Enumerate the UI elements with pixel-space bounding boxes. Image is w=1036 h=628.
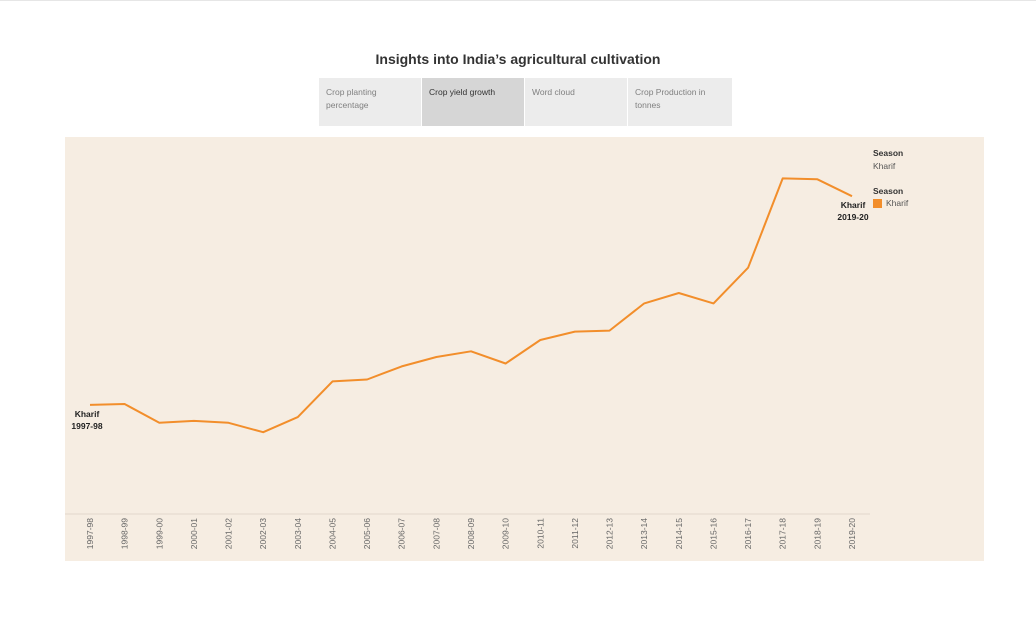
data-point[interactable] (433, 354, 439, 360)
annotation-sublabel: 2019-20 (837, 212, 868, 222)
data-point[interactable] (710, 300, 716, 306)
tab-crop-production[interactable]: Crop Production in tonnes (628, 78, 732, 126)
x-tick-label: 2019-20 (847, 518, 857, 549)
x-tick-label: 2013-14 (639, 518, 649, 549)
x-tick-label: 2006-07 (397, 518, 407, 549)
x-tick-label: 1998-99 (120, 518, 130, 549)
season-filter-title: Season (873, 148, 904, 158)
season-filter-value[interactable]: Kharif (873, 161, 896, 171)
story-tab-bar: Crop planting percentage Crop yield grow… (319, 78, 732, 126)
data-point[interactable] (156, 420, 162, 426)
x-tick-label: 2015-16 (708, 518, 718, 549)
x-tick-label: 2002-03 (258, 518, 268, 549)
x-tick-label: 2010-11 (535, 518, 545, 549)
annotation-sublabel: 1997-98 (71, 421, 102, 431)
data-point[interactable] (260, 429, 266, 435)
data-point[interactable] (295, 414, 301, 420)
tab-crop-planting-percentage[interactable]: Crop planting percentage (319, 78, 422, 126)
data-point[interactable] (572, 329, 578, 335)
x-tick-label: 2012-13 (605, 518, 615, 549)
chart-area (65, 137, 984, 561)
data-point[interactable] (468, 348, 474, 354)
x-tick-label: 2007-08 (431, 518, 441, 549)
x-tick-label: 2018-19 (812, 518, 822, 549)
legend-title: Season (873, 186, 904, 196)
data-point[interactable] (849, 193, 855, 199)
x-tick-label: 2011-12 (570, 518, 580, 549)
x-tick-label: 2008-09 (466, 518, 476, 549)
season-filter[interactable]: Season Kharif (873, 148, 903, 171)
x-tick-label: 2005-06 (362, 518, 372, 549)
x-tick-label: 2017-18 (778, 518, 788, 549)
x-tick-label: 1997-98 (85, 518, 95, 549)
data-point[interactable] (780, 175, 786, 181)
annotation-label: Kharif (841, 200, 866, 210)
data-point[interactable] (814, 176, 820, 182)
x-tick-label: 2004-05 (327, 518, 337, 549)
data-point[interactable] (87, 402, 93, 408)
x-tick-label: 2016-17 (743, 518, 753, 549)
x-tick-label: 2009-10 (501, 518, 511, 549)
x-tick-label: 2014-15 (674, 518, 684, 549)
data-point[interactable] (607, 328, 613, 334)
data-point[interactable] (503, 361, 509, 367)
data-point[interactable] (364, 377, 370, 383)
legend-item-label: Kharif (886, 198, 909, 208)
data-point[interactable] (191, 418, 197, 424)
x-tick-label: 1999-00 (154, 518, 164, 549)
legend-swatch (873, 198, 882, 208)
x-tick-label: 2001-02 (224, 518, 234, 549)
data-point[interactable] (641, 300, 647, 306)
series-line-kharif[interactable] (89, 177, 853, 434)
annotation-label: Kharif (75, 409, 100, 419)
tab-crop-yield-growth[interactable]: Crop yield growth (422, 78, 525, 126)
data-point[interactable] (329, 378, 335, 384)
color-legend: Season Kharif (873, 186, 908, 208)
data-point[interactable] (226, 420, 232, 426)
dashboard-title: Insights into India’s agricultural culti… (375, 51, 661, 67)
tab-word-cloud[interactable]: Word cloud (525, 78, 628, 126)
x-tick-label: 2003-04 (293, 518, 303, 549)
data-point[interactable] (122, 401, 128, 407)
data-point[interactable] (537, 337, 543, 343)
top-divider (0, 0, 1036, 1)
legend-item-kharif[interactable]: Kharif (873, 198, 908, 208)
data-point[interactable] (745, 265, 751, 271)
data-point[interactable] (399, 363, 405, 369)
x-tick-label: 2000-01 (189, 518, 199, 549)
data-point[interactable] (676, 290, 682, 296)
